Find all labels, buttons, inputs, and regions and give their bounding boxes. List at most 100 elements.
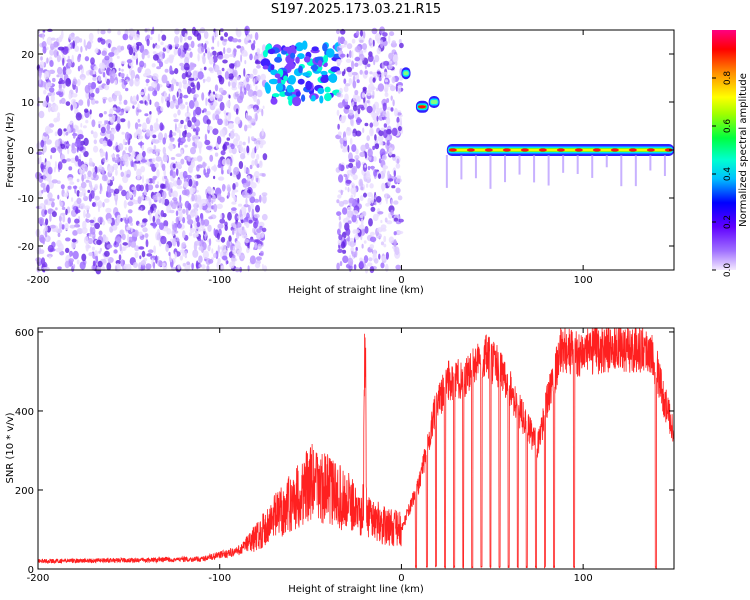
spectrogram-cell (146, 38, 150, 47)
spectrogram-cell (247, 105, 252, 110)
spectrogram-cell (197, 71, 204, 80)
spectrogram-cell (58, 46, 65, 51)
spectrogram-cell (396, 175, 402, 179)
spectrogram-cell (377, 135, 384, 142)
spectrogram-cell (382, 32, 388, 37)
spectrogram-cell (380, 262, 385, 269)
spectrogram-cell (391, 154, 396, 158)
spectrogram-cell (144, 196, 150, 201)
spectrogram-cell (346, 66, 353, 73)
spectrogram-cell (276, 83, 284, 92)
spectrogram-cell (72, 185, 78, 189)
spectrogram-cell (212, 194, 216, 203)
spectrogram-cell (62, 57, 65, 66)
spectrogram-cell (341, 71, 345, 77)
spectrogram-cell (366, 105, 373, 114)
x-tick-label: 0 (398, 275, 404, 286)
spectrogram-cell (397, 125, 402, 132)
spectrogram-streak (547, 155, 550, 186)
spectrogram-cell (374, 143, 380, 150)
spectrogram-cell (348, 109, 354, 116)
spectrogram-cell (345, 126, 352, 136)
spectrogram-cell (114, 235, 122, 244)
spectrogram-cell (53, 49, 59, 58)
spectrogram-cell (359, 69, 363, 75)
spectrogram-cell (121, 131, 125, 135)
spectrogram-cell (373, 169, 378, 177)
spectrogram-cell (71, 93, 78, 98)
spectrogram-cell (106, 124, 111, 131)
spectrogram-cell (204, 233, 207, 240)
spectrogram-cell (76, 259, 80, 265)
spectrogram-cell (172, 44, 176, 49)
spectrogram-cell (104, 84, 110, 91)
spectrogram-cell (243, 204, 250, 208)
spectrogram-cell (53, 166, 56, 173)
spectrogram-cell (175, 216, 179, 225)
spectrogram-cell (129, 78, 134, 87)
spectrogram-x-ticks: -200 -100 0 100 (27, 30, 593, 286)
spectrogram-cell (93, 145, 99, 153)
spectrogram-cell (219, 129, 226, 137)
spectrogram-cell (106, 130, 112, 135)
spectrogram-cell (366, 100, 370, 104)
spectrogram-cell (213, 228, 216, 236)
spectrogram-cell (208, 195, 212, 203)
spectrogram-cell (54, 131, 58, 137)
spectrogram-cell (57, 266, 62, 270)
spectrogram-cell (253, 239, 259, 244)
spectrogram-cell (84, 84, 91, 94)
spectrogram-cell (185, 124, 188, 130)
spectrogram-cell (190, 62, 195, 70)
spectrogram-cell (229, 158, 233, 167)
spectrogram-cell (345, 227, 351, 236)
spectrogram-cell (208, 259, 214, 264)
spectrogram-cell (43, 174, 46, 181)
spectrogram-streak (663, 155, 666, 177)
spectrogram-cell (380, 127, 386, 132)
spectrogram-cell (212, 113, 216, 121)
spectrogram-cell (60, 143, 65, 149)
spectrogram-cell (396, 158, 400, 165)
spectrogram-cell (180, 149, 184, 155)
spectrogram-cell (226, 137, 231, 141)
spectrogram-cell (137, 118, 141, 123)
spectrogram-cell (251, 160, 255, 167)
spectrogram-cell (123, 199, 127, 209)
spectrogram-cell (348, 162, 354, 169)
spectrogram-cell (58, 221, 63, 230)
spectrogram-cell (118, 94, 123, 102)
spectrogram-cell (147, 54, 150, 59)
spectrogram-cell (44, 236, 49, 242)
spectrogram-cell (234, 77, 238, 81)
spectrogram-cell (66, 59, 73, 63)
spectrogram-cell (207, 224, 212, 232)
spectrogram-cell (337, 248, 343, 253)
spectrogram-cell (132, 262, 138, 268)
spectrogram-cell (56, 91, 62, 96)
spectrogram-cell (327, 74, 334, 82)
spectrogram-cell (385, 263, 389, 272)
spectrogram-cell (178, 202, 183, 208)
spectrogram-cell (203, 168, 206, 176)
spectrogram-cell (261, 227, 267, 233)
spectrogram-cell (112, 68, 116, 78)
spectrogram-cell (337, 239, 342, 246)
spectrogram-cell (351, 60, 355, 70)
spectrogram-cell (360, 218, 364, 226)
spectrogram-cell (149, 212, 152, 222)
spectrogram-cell (118, 67, 121, 72)
spectrogram-cell (220, 36, 224, 41)
spectrogram-cell (176, 179, 182, 186)
spectrogram-cell (193, 93, 199, 98)
spectrogram-cell (198, 264, 202, 268)
spectrogram-cell (124, 131, 130, 141)
spectrogram-cell (202, 55, 206, 65)
spectrogram-cell (205, 110, 211, 116)
spectrogram-cell (355, 45, 361, 53)
spectrogram-cell (41, 41, 47, 49)
spectrogram-cell (180, 65, 185, 71)
spectrogram-cell (172, 163, 177, 169)
spectrogram-cell (134, 160, 141, 164)
spectrogram-cell (87, 189, 91, 193)
